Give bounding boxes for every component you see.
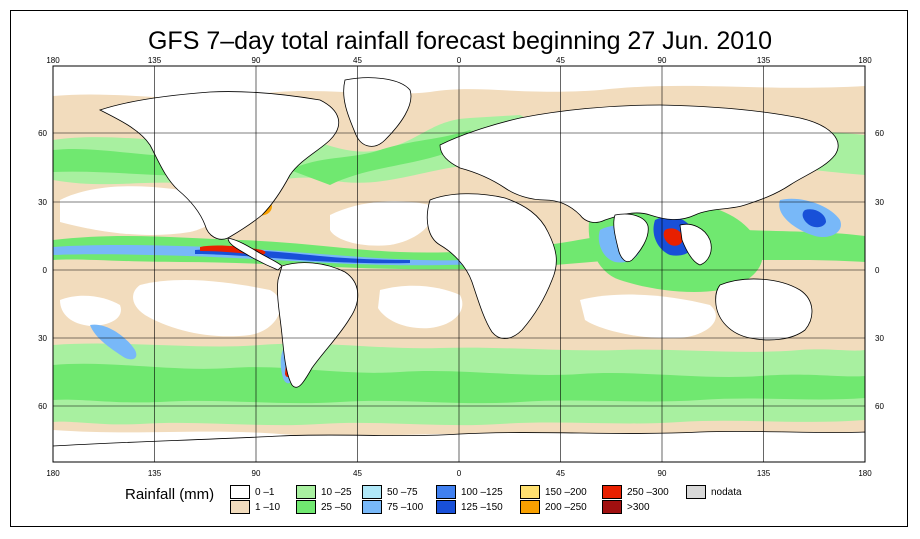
map-border	[52, 65, 866, 463]
tick-lat-left: 60	[38, 402, 47, 411]
tick-lat-right: 30	[875, 198, 884, 207]
tick-lat-right: 60	[875, 129, 884, 138]
tick-lon-top: 90	[252, 56, 261, 65]
legend-label: 50 –75	[387, 486, 418, 498]
west-pacific-core	[802, 209, 826, 228]
map-title: GFS 7–day total rainfall forecast beginn…	[147, 27, 772, 55]
legend-swatch	[602, 500, 622, 514]
tick-lon-top: 180	[858, 56, 872, 65]
left-lat-ticks: 60 30 0 30 60	[38, 129, 47, 411]
legend-swatch	[436, 485, 456, 499]
legend-item: 150 –200	[520, 485, 587, 499]
tick-lat-left: 30	[38, 198, 47, 207]
legend-label: 150 –200	[545, 486, 587, 498]
central-america	[227, 237, 283, 271]
south-pacific-dry-east	[60, 295, 121, 326]
africa	[426, 193, 557, 339]
tick-lon-bottom: 45	[353, 469, 362, 478]
legend-swatch	[230, 500, 250, 514]
greenland	[343, 77, 412, 147]
south-atlantic-dry	[378, 285, 463, 329]
graticule	[53, 66, 865, 462]
tick-lat-left: 30	[38, 334, 47, 343]
top-lon-ticks: 180 135 90 45 0 45 90 135 180	[46, 56, 872, 65]
legend-item: 200 –250	[520, 500, 587, 514]
legend-label: >300	[627, 501, 650, 513]
tick-lon-bottom: 90	[658, 469, 667, 478]
tick-lon-top: 180	[46, 56, 60, 65]
tick-lon-bottom: 180	[858, 469, 872, 478]
legend-item: 1 –10	[230, 500, 280, 514]
south-pacific-dry	[133, 280, 281, 337]
legend-item: nodata	[686, 485, 742, 499]
legend-swatch	[362, 485, 382, 499]
north-atlantic-dry	[330, 201, 433, 246]
legend-label: 1 –10	[255, 501, 281, 513]
legend-swatch	[686, 485, 706, 499]
tick-lon-bottom: 180	[46, 469, 60, 478]
north-pacific-dry	[60, 186, 221, 235]
legend-title: Rainfall (mm)	[125, 486, 215, 503]
legend-label: 25 –50	[321, 501, 352, 513]
tick-lon-top: 0	[457, 56, 462, 65]
legend-swatch	[230, 485, 250, 499]
tick-lon-top: 45	[353, 56, 362, 65]
tick-lat-right: 60	[875, 402, 884, 411]
north-atlantic-band	[290, 130, 473, 185]
south-indian-dry	[580, 294, 716, 339]
legend-swatch	[602, 485, 622, 499]
legend-label: 75 –100	[387, 501, 424, 513]
legend-swatch	[520, 485, 540, 499]
tick-lon-top: 135	[148, 56, 162, 65]
legend-label: 125 –150	[461, 501, 503, 513]
tick-lon-bottom: 45	[556, 469, 565, 478]
europe-asia	[439, 104, 839, 223]
legend-item: 250 –300	[602, 485, 669, 499]
legend-label: 250 –300	[627, 486, 669, 498]
legend-swatch	[296, 485, 316, 499]
legend-swatch	[520, 500, 540, 514]
legend-item: 0 –1	[230, 485, 274, 499]
tick-lon-bottom: 135	[757, 469, 771, 478]
tick-lat-right: 0	[875, 266, 880, 275]
legend-item: 100 –125	[436, 485, 503, 499]
legend-item: 10 –25	[296, 485, 352, 499]
legend-item: 125 –150	[436, 500, 503, 514]
tick-lon-top: 45	[556, 56, 565, 65]
tick-lat-left: 60	[38, 129, 47, 138]
bottom-lon-ticks: 180 135 90 45 0 45 90 135 180	[46, 469, 872, 478]
legend-item: >300	[602, 500, 650, 514]
tick-lon-bottom: 90	[252, 469, 261, 478]
legend-swatch	[436, 500, 456, 514]
legend-swatch	[362, 500, 382, 514]
legend-item: 75 –100	[362, 500, 423, 514]
legend-label: 0 –1	[255, 486, 275, 498]
right-lat-ticks: 60 30 0 30 60	[875, 129, 884, 411]
monsoon-core	[663, 228, 683, 246]
tick-lon-bottom: 0	[457, 469, 462, 478]
legend-label: 100 –125	[461, 486, 503, 498]
legend-label: 200 –250	[545, 501, 587, 513]
tick-lon-bottom: 135	[148, 469, 162, 478]
south-america	[277, 262, 359, 388]
tick-lat-left: 0	[43, 266, 48, 275]
north-america	[98, 91, 340, 240]
legend-label: 10 –25	[321, 486, 352, 498]
south-pacific-rain-streak	[90, 324, 137, 360]
legend-item: 50 –75	[362, 485, 418, 499]
tick-lat-right: 30	[875, 334, 884, 343]
tick-lon-top: 90	[658, 56, 667, 65]
figure-frame	[10, 10, 908, 527]
legend-swatch	[296, 500, 316, 514]
legend-item: 25 –50	[296, 500, 352, 514]
tick-lon-top: 135	[757, 56, 771, 65]
southeast-asia	[679, 223, 712, 266]
india	[613, 213, 649, 263]
legend-label: nodata	[711, 486, 742, 498]
